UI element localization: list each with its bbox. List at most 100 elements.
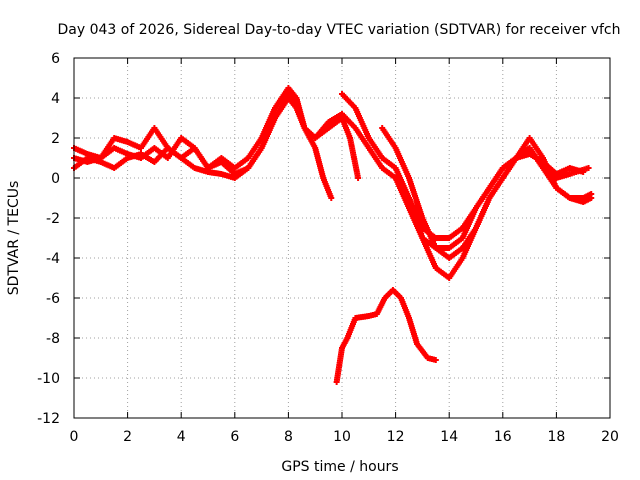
y-tick-label: 4: [51, 91, 60, 107]
x-tick-label: 2: [123, 429, 132, 445]
data-point: [206, 166, 210, 170]
data-point: [287, 86, 290, 90]
data-point: [287, 96, 290, 100]
data-point: [582, 200, 585, 204]
data-point: [541, 156, 545, 160]
data-point: [367, 314, 370, 318]
data-point: [180, 136, 183, 140]
data-point: [139, 146, 143, 150]
data-point: [394, 146, 397, 150]
x-tick-label: 8: [284, 429, 293, 445]
data-point: [381, 156, 384, 160]
data-point: [434, 246, 437, 250]
data-point: [528, 146, 531, 150]
data-point: [568, 196, 571, 200]
data-point: [86, 156, 89, 160]
data-point: [356, 176, 360, 180]
data-point: [330, 196, 333, 200]
data-point: [340, 346, 344, 350]
data-point: [407, 196, 411, 200]
data-point: [590, 196, 593, 200]
series-track-3: [71, 95, 592, 251]
data-point: [295, 106, 298, 110]
data-point: [166, 146, 169, 150]
y-tick-label: -6: [46, 291, 60, 307]
data-point: [501, 176, 504, 180]
data-point: [421, 216, 424, 220]
data-point: [383, 296, 387, 300]
data-point: [375, 312, 379, 316]
data-point: [515, 156, 518, 160]
data-point: [590, 192, 593, 196]
data-point: [555, 172, 558, 176]
data-point: [421, 226, 424, 230]
data-point: [501, 166, 504, 170]
data-point: [340, 92, 344, 96]
data-point: [126, 156, 129, 160]
data-point: [327, 126, 330, 130]
data-point: [568, 172, 571, 176]
data-point: [415, 342, 419, 346]
data-point: [260, 146, 263, 150]
data-point: [394, 166, 397, 170]
data-point: [153, 126, 156, 130]
data-point: [287, 92, 290, 96]
data-point: [367, 146, 370, 150]
data-point-markers: [333, 287, 439, 385]
data-point: [461, 246, 464, 250]
data-point: [314, 136, 317, 140]
data-point: [113, 136, 116, 140]
data-point: [381, 126, 384, 130]
y-tick-label: 2: [51, 131, 60, 147]
data-marks: [71, 85, 595, 385]
x-tick-label: 14: [440, 429, 458, 445]
data-point: [153, 160, 156, 164]
data-point: [399, 296, 403, 300]
data-point-markers: [71, 95, 592, 251]
data-point: [587, 166, 590, 170]
y-tick-label: -4: [46, 251, 60, 267]
data-point: [139, 152, 143, 156]
data-point: [434, 266, 437, 270]
data-point: [448, 236, 451, 240]
data-point: [394, 176, 397, 180]
data-point: [220, 156, 223, 160]
data-point-markers: [406, 151, 587, 241]
data-point: [322, 176, 325, 180]
data-point: [233, 176, 236, 180]
data-point: [555, 186, 558, 190]
data-point: [354, 126, 357, 130]
data-point: [381, 166, 384, 170]
data-point: [555, 176, 558, 180]
data-point: [426, 356, 429, 360]
data-point: [474, 206, 478, 210]
y-axis-label: SDTVAR / TECUs: [6, 181, 22, 296]
data-point: [233, 166, 236, 170]
data-point: [448, 256, 451, 260]
data-point: [348, 136, 352, 140]
y-tick-label: -8: [46, 331, 60, 347]
data-point: [582, 170, 585, 174]
data-point: [206, 170, 210, 174]
data-point: [474, 226, 478, 230]
x-tick-label: 10: [333, 429, 351, 445]
data-point: [139, 156, 143, 160]
y-tick-label: -2: [46, 211, 60, 227]
data-point: [434, 358, 437, 362]
series-track-6: [406, 151, 587, 241]
data-point: [448, 246, 451, 250]
data-point: [448, 276, 451, 280]
data-point: [346, 336, 349, 340]
data-point: [193, 146, 196, 150]
series-track-7: [333, 287, 439, 385]
data-point: [113, 146, 116, 150]
data-point: [434, 236, 437, 240]
data-point: [582, 196, 585, 200]
data-point: [488, 186, 491, 190]
data-point: [407, 316, 411, 320]
data-point: [99, 160, 103, 164]
data-point: [367, 136, 370, 140]
data-point: [86, 152, 89, 156]
x-tick-label: 12: [387, 429, 405, 445]
